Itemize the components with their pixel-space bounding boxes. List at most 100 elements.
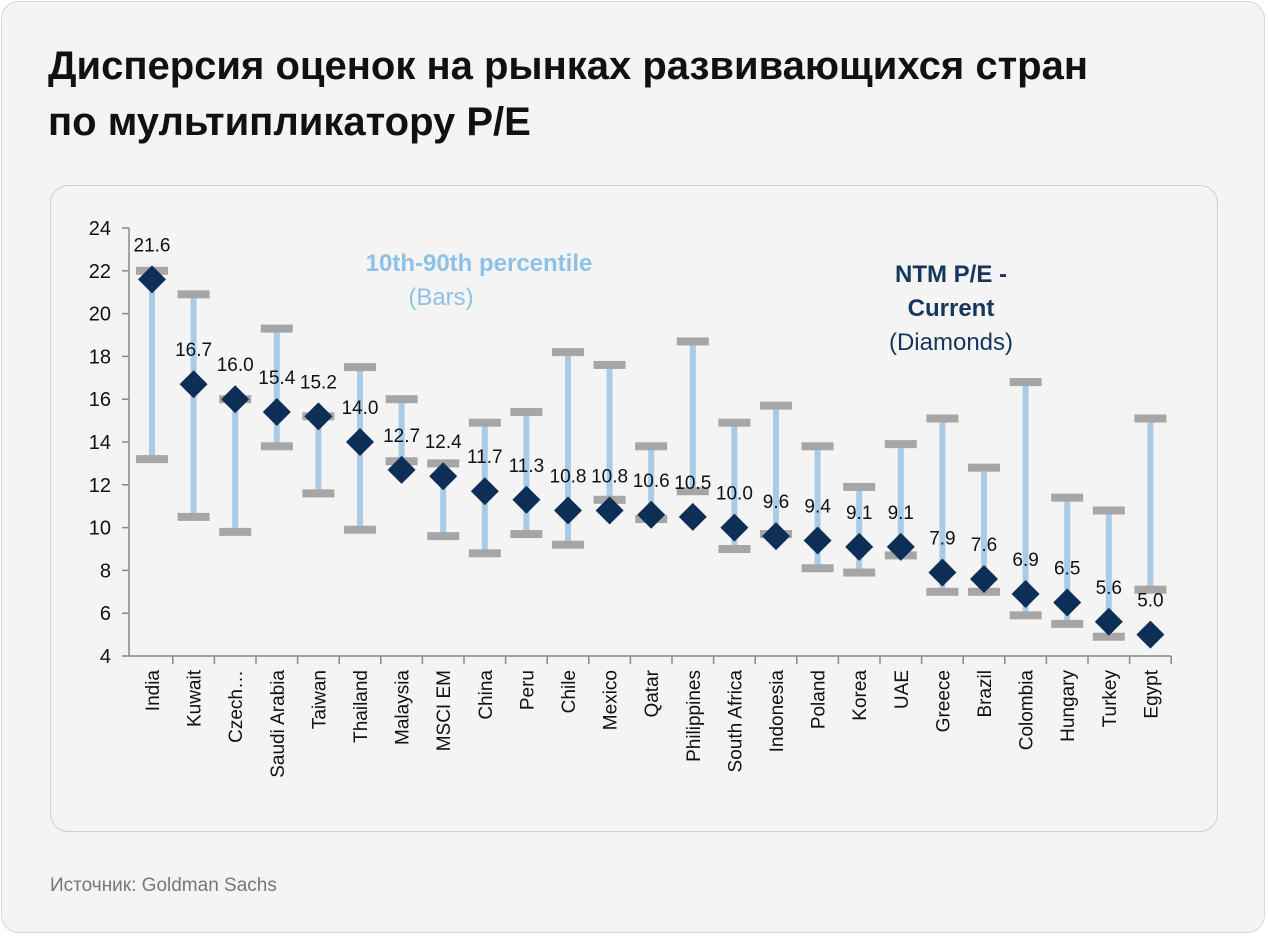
y-tick-label: 4 <box>100 646 111 668</box>
x-tick-label: Turkey <box>1100 670 1121 728</box>
x-tick-label: Greece <box>933 670 954 732</box>
bars-annotation-subtitle: (Bars) <box>408 284 473 311</box>
percentile-10-cap <box>427 532 460 541</box>
percentile-10-cap <box>552 540 584 549</box>
current-pe-label: 6.5 <box>1054 559 1080 580</box>
current-pe-label: 7.9 <box>929 529 955 550</box>
current-pe-label: 14.0 <box>342 398 379 419</box>
percentile-10-cap <box>219 527 252 536</box>
current-pe-label: 11.7 <box>467 447 503 468</box>
current-pe-label: 9.1 <box>846 503 872 524</box>
percentile-10-cap <box>177 512 210 521</box>
x-tick-label: Indonesia <box>767 670 788 753</box>
x-tick-label: Hungary <box>1058 670 1079 742</box>
current-pe-diamond <box>595 496 624 525</box>
percentile-90-cap <box>926 414 959 423</box>
chart-panel: 4 6 8 10 12 14 16 18 20 22 24 India Kuwait Czech… Saud… <box>50 185 1218 832</box>
x-tick-label: Czech… <box>226 670 247 743</box>
percentile-90-cap <box>344 363 376 372</box>
current-pe-label: 7.6 <box>971 535 997 556</box>
current-pe-label: 12.7 <box>383 426 420 447</box>
percentile-90-cap <box>1051 493 1084 502</box>
current-pe-label: 12.4 <box>425 432 462 453</box>
x-tick-label: China <box>476 670 497 720</box>
percentile-90-cap <box>635 442 668 451</box>
current-pe-diamond <box>554 496 582 525</box>
current-pe-diamond <box>1053 588 1082 617</box>
x-tick-label: Egypt <box>1141 669 1162 718</box>
pe-dispersion-chart: 4 6 8 10 12 14 16 18 20 22 24 India Kuwait Czech… Saud… <box>89 218 1172 778</box>
percentile-90-cap <box>1134 414 1167 423</box>
current-pe-label: 21.6 <box>134 235 171 256</box>
y-tick-label: 8 <box>100 560 111 582</box>
current-pe-label: 10.5 <box>674 473 711 494</box>
current-pe-diamond <box>512 485 541 514</box>
percentile-90-cap <box>718 418 751 427</box>
y-tick-label: 10 <box>89 518 111 540</box>
current-pe-diamond <box>762 522 790 551</box>
percentile-90-cap <box>676 337 709 346</box>
x-tick-label: Thailand <box>351 670 372 743</box>
percentile-10-cap <box>136 455 168 464</box>
x-tick-label: UAE <box>892 670 913 709</box>
x-tick-label: Philippines <box>684 670 705 762</box>
percentile-90-cap <box>468 418 501 427</box>
current-pe-diamond <box>928 558 957 587</box>
current-pe-diamond <box>845 532 874 561</box>
current-pe-diamond <box>179 370 208 399</box>
percentile-90-cap <box>385 395 418 404</box>
percentile-10-cap <box>1092 632 1125 641</box>
x-tick-label: Kuwait <box>185 669 206 727</box>
percentile-10-cap <box>1134 585 1167 594</box>
y-tick-label: 14 <box>89 432 111 454</box>
current-pe-diamond <box>886 532 915 561</box>
percentile-10-cap <box>801 564 834 573</box>
percentile-90-cap <box>968 463 1000 472</box>
x-tick-label: Peru <box>517 670 538 710</box>
title-line-1: Дисперсия оценок на рынках развивающихся… <box>48 44 1089 88</box>
current-pe-label: 9.6 <box>763 492 789 513</box>
current-pe-label: 10.6 <box>633 471 670 492</box>
x-tick-label: MSCI EM <box>434 670 455 751</box>
x-tick-label: Mexico <box>601 670 622 730</box>
y-tick-label: 24 <box>89 218 111 240</box>
x-tick-label: Malaysia <box>393 670 414 745</box>
y-tick-label: 12 <box>89 475 111 497</box>
y-tick-label: 18 <box>89 346 111 368</box>
x-tick-label: India <box>143 670 164 712</box>
percentile-90-cap <box>884 440 917 449</box>
current-pe-diamond <box>803 526 832 555</box>
current-pe-diamond <box>387 455 416 484</box>
bars-annotation-title: 10th-90th percentile <box>366 250 593 277</box>
percentile-10-cap <box>1009 611 1042 620</box>
current-pe-label: 10.8 <box>550 466 587 487</box>
diamonds-annotation-title: NTM P/E - <box>895 261 1007 288</box>
current-pe-label: 9.4 <box>804 496 831 517</box>
current-pe-diamond <box>304 402 333 431</box>
current-pe-diamond <box>678 502 707 531</box>
current-pe-diamond <box>1011 579 1040 608</box>
percentile-10-cap <box>718 545 751 553</box>
current-pe-label: 16.0 <box>217 355 254 376</box>
percentile-90-cap <box>510 408 543 417</box>
current-pe-diamond <box>346 428 374 456</box>
y-tick-label: 16 <box>89 389 111 411</box>
percentile-90-cap <box>1092 506 1125 515</box>
current-pe-label: 16.7 <box>175 340 212 361</box>
y-tick-label: 6 <box>100 603 111 625</box>
page-title: Дисперсия оценок на рынках развивающихся… <box>48 38 1228 150</box>
x-tick-label: Saudi Arabia <box>268 670 289 778</box>
current-pe-label: 10.0 <box>716 484 753 505</box>
current-pe-diamond <box>138 265 166 294</box>
current-pe-diamond <box>1136 620 1165 649</box>
current-pe-label: 10.8 <box>591 466 628 487</box>
x-tick-label: South Africa <box>725 670 746 773</box>
x-tick-label: Chile <box>559 670 580 713</box>
current-pe-label: 6.9 <box>1012 550 1038 571</box>
percentile-90-cap <box>593 360 626 369</box>
percentile-10-cap <box>676 487 709 496</box>
x-tick-label: Taiwan <box>309 670 330 729</box>
percentile-90-cap <box>1009 378 1042 387</box>
x-tick-label: Colombia <box>1017 670 1038 751</box>
